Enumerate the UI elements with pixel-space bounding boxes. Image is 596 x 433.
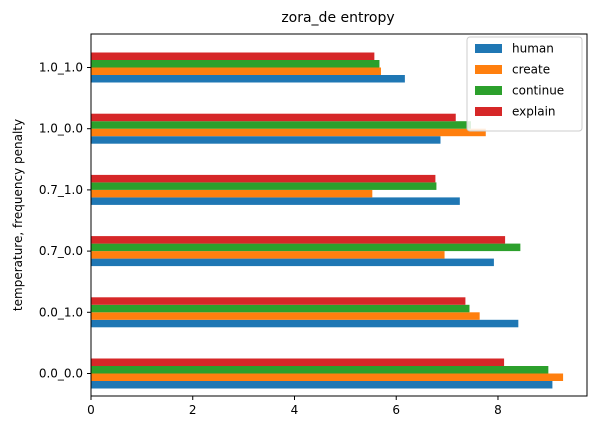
bar-continue-1-0_0-0 xyxy=(91,121,472,129)
chart-title: zora_de entropy xyxy=(281,10,394,26)
plot-frame xyxy=(90,33,588,397)
bar-explain-0-0_0-0 xyxy=(91,358,505,366)
bar-human-0-0_1-0 xyxy=(91,319,519,328)
y-tick-label: 0.0_0.0 xyxy=(39,367,83,381)
y-tick-label: 0.7_1.0 xyxy=(39,183,83,197)
bar-create-0-0_0-0 xyxy=(91,373,564,381)
y-tick-label: 1.0_1.0 xyxy=(39,61,83,75)
y-axis-label: temperature, frequency penalty xyxy=(11,119,25,311)
bar-continue-0-7_1-0 xyxy=(91,182,437,190)
legend-label-continue: continue xyxy=(512,84,564,98)
bar-explain-0-7_0-0 xyxy=(91,236,506,244)
bar-explain-0-0_1-0 xyxy=(91,297,466,305)
x-tick-label: 8 xyxy=(494,403,502,417)
legend-label-explain: explain xyxy=(512,105,556,119)
bar-create-0-7_1-0 xyxy=(91,189,373,198)
x-tick-label: 6 xyxy=(392,403,400,417)
y-tick-label: 1.0_0.0 xyxy=(39,122,83,136)
bar-create-0-0_1-0 xyxy=(91,312,480,320)
legend: human create continue explain xyxy=(466,36,583,132)
bar-continue-0-0_0-0 xyxy=(91,366,549,374)
bar-human-0-0_0-0 xyxy=(91,381,553,389)
legend-swatch-human xyxy=(475,44,502,53)
y-axis-ticks: 0.0_0.0 0.0_1.0 0.7_0.0 0.7_1.0 1.0_0.0 1.0_1… xyxy=(39,61,91,381)
bar-explain-1-0_0-0 xyxy=(91,113,456,122)
bar-explain-1-0_1-0 xyxy=(91,52,375,60)
legend-label-create: create xyxy=(512,63,550,77)
bars-group xyxy=(91,52,564,389)
legend-swatch-create xyxy=(475,65,502,74)
x-tick-label: 2 xyxy=(189,403,197,417)
bar-create-1-0_0-0 xyxy=(91,128,486,137)
bar-human-1-0_1-0 xyxy=(91,75,405,83)
x-axis-ticks: 0 2 4 6 8 xyxy=(87,396,502,417)
legend-swatch-continue xyxy=(475,86,502,95)
bar-continue-0-7_0-0 xyxy=(91,243,521,252)
legend-swatch-explain xyxy=(475,107,502,116)
y-tick-label: 0.0_1.0 xyxy=(39,305,83,319)
bar-continue-1-0_1-0 xyxy=(91,60,380,68)
x-tick-label: 0 xyxy=(87,403,95,417)
bar-create-1-0_1-0 xyxy=(91,67,381,75)
y-tick-label: 0.7_0.0 xyxy=(39,244,83,258)
bar-continue-0-0_1-0 xyxy=(91,304,470,313)
bar-human-0-7_1-0 xyxy=(91,197,460,205)
x-tick-label: 4 xyxy=(291,403,299,417)
bar-explain-0-7_1-0 xyxy=(91,174,436,183)
bar-human-0-7_0-0 xyxy=(91,258,494,267)
bar-human-1-0_0-0 xyxy=(91,136,441,144)
legend-label-human: human xyxy=(512,42,554,56)
bar-create-0-7_0-0 xyxy=(91,251,445,259)
